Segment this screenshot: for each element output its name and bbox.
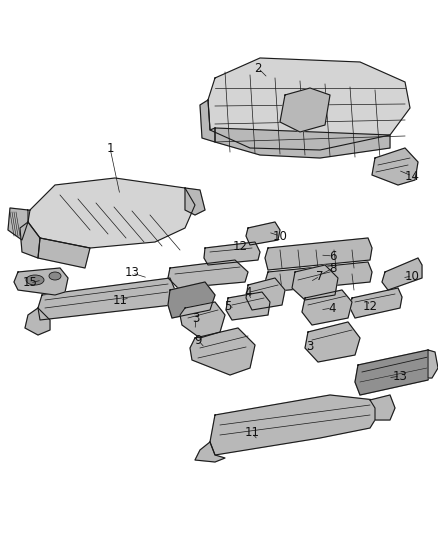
Polygon shape (382, 258, 422, 290)
Polygon shape (8, 208, 28, 240)
Polygon shape (204, 242, 260, 265)
Polygon shape (195, 442, 225, 462)
Text: 4: 4 (328, 302, 336, 314)
Text: 11: 11 (113, 294, 127, 306)
Text: 12: 12 (363, 300, 378, 312)
Polygon shape (350, 288, 402, 318)
Polygon shape (246, 222, 280, 245)
Text: 10: 10 (405, 270, 420, 282)
Text: 4: 4 (244, 287, 252, 300)
Ellipse shape (26, 275, 44, 285)
Polygon shape (370, 395, 395, 420)
Polygon shape (190, 328, 255, 375)
Text: 9: 9 (194, 334, 202, 346)
Text: 11: 11 (244, 426, 259, 440)
Polygon shape (292, 265, 338, 300)
Text: 10: 10 (272, 230, 287, 243)
Ellipse shape (49, 272, 61, 280)
Polygon shape (428, 350, 438, 378)
Polygon shape (208, 58, 410, 150)
Polygon shape (265, 262, 372, 292)
Polygon shape (25, 308, 50, 335)
Text: 1: 1 (106, 141, 114, 155)
Polygon shape (168, 260, 248, 288)
Polygon shape (280, 88, 330, 132)
Polygon shape (168, 282, 215, 318)
Text: 8: 8 (329, 262, 337, 274)
Text: 3: 3 (192, 311, 200, 325)
Polygon shape (302, 290, 352, 325)
Text: 12: 12 (233, 239, 247, 253)
Polygon shape (38, 278, 175, 320)
Text: 7: 7 (316, 270, 324, 282)
Polygon shape (246, 278, 285, 310)
Polygon shape (265, 238, 372, 270)
Polygon shape (210, 395, 378, 455)
Text: 13: 13 (124, 266, 139, 279)
Polygon shape (200, 100, 215, 142)
Polygon shape (28, 178, 195, 248)
Text: 2: 2 (254, 61, 262, 75)
Text: 14: 14 (405, 169, 420, 182)
Text: 15: 15 (23, 277, 37, 289)
Text: 3: 3 (306, 340, 314, 352)
Polygon shape (355, 350, 432, 395)
Polygon shape (185, 188, 205, 215)
Text: 5: 5 (224, 300, 232, 312)
Polygon shape (226, 292, 270, 320)
Polygon shape (215, 128, 390, 158)
Polygon shape (305, 322, 360, 362)
Polygon shape (38, 238, 90, 268)
Text: 13: 13 (392, 369, 407, 383)
Polygon shape (180, 302, 225, 338)
Polygon shape (14, 268, 68, 295)
Polygon shape (372, 148, 418, 185)
Polygon shape (20, 222, 40, 258)
Text: 6: 6 (329, 249, 337, 262)
